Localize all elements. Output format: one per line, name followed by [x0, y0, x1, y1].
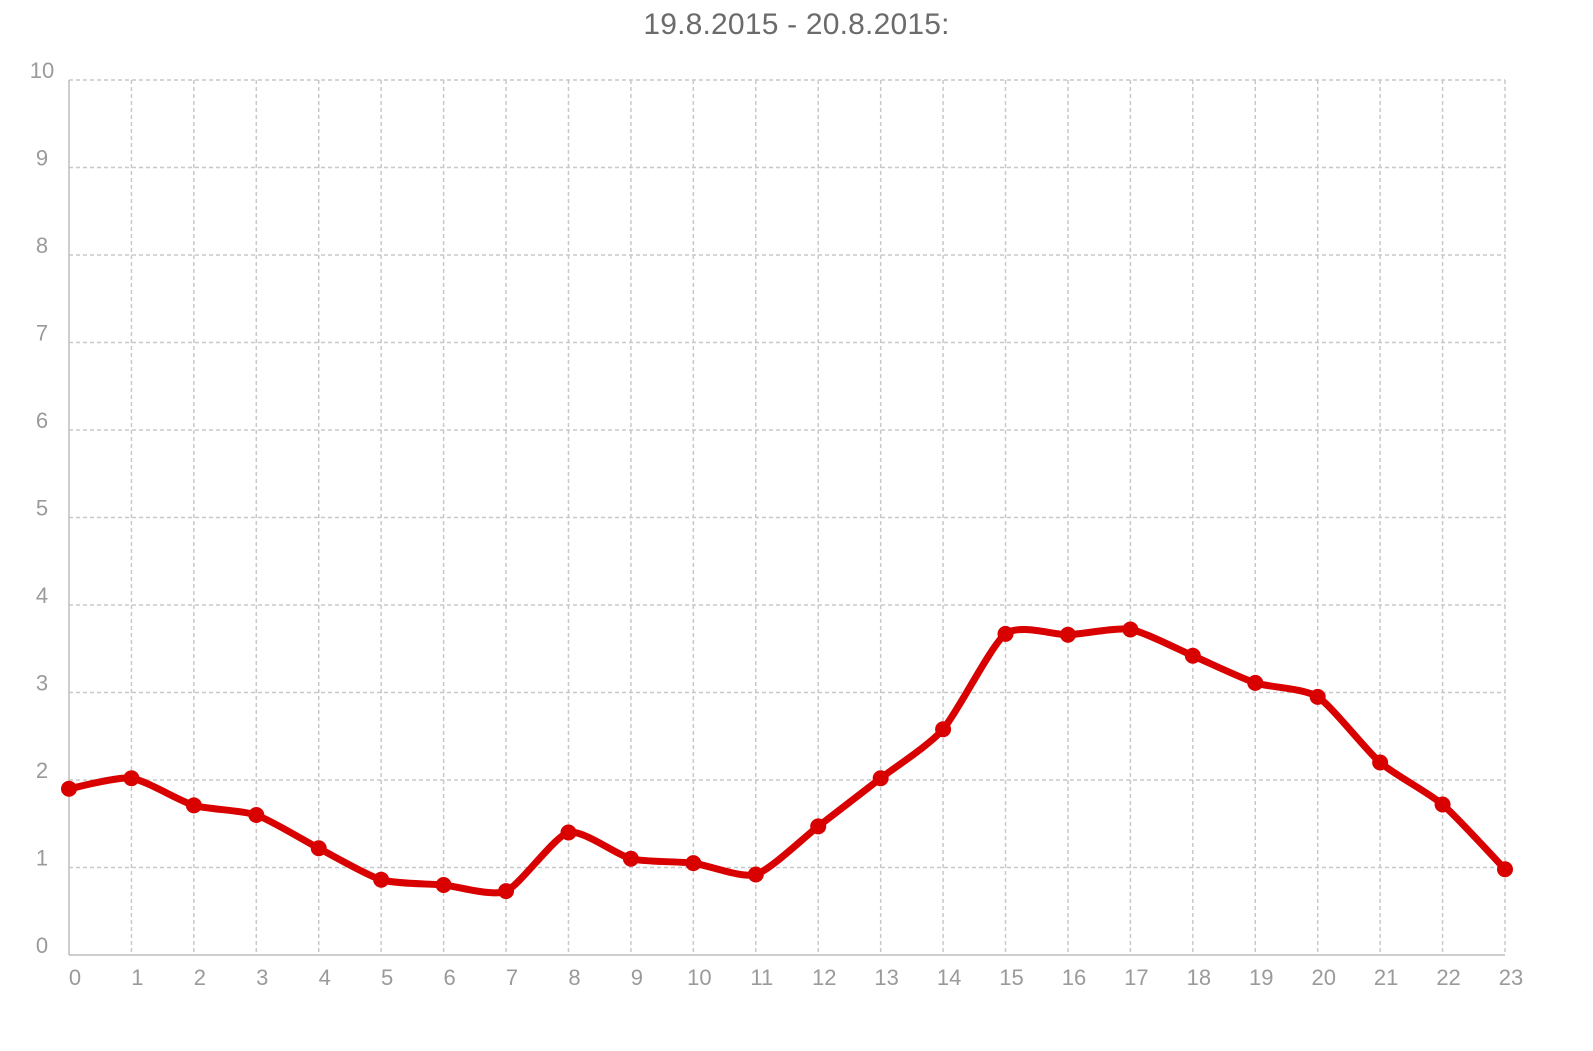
data-point-marker[interactable] [1309, 688, 1326, 705]
data-point-marker[interactable] [685, 855, 702, 872]
y-tick-label: 6 [36, 408, 48, 433]
data-point-marker[interactable] [997, 625, 1014, 642]
y-tick-label: 1 [36, 846, 48, 871]
x-tick-label: 8 [568, 965, 580, 990]
x-tick-label: 2 [194, 965, 206, 990]
x-tick-label: 0 [69, 965, 81, 990]
x-tick-label: 16 [1062, 965, 1086, 990]
data-point-marker[interactable] [185, 797, 202, 814]
data-point-marker[interactable] [810, 818, 827, 835]
data-point-marker[interactable] [498, 883, 515, 900]
data-point-marker[interactable] [1372, 754, 1389, 771]
x-tick-label: 12 [812, 965, 836, 990]
x-tick-label: 1 [131, 965, 143, 990]
x-tick-label: 4 [319, 965, 331, 990]
x-tick-label: 14 [937, 965, 961, 990]
y-tick-label: 9 [36, 146, 48, 171]
chart-title: 19.8.2015 - 20.8.2015: [643, 8, 950, 41]
data-point-marker[interactable] [747, 866, 764, 883]
y-tick-label: 8 [36, 233, 48, 258]
data-point-marker[interactable] [310, 840, 327, 857]
data-point-marker[interactable] [560, 824, 577, 841]
x-tick-label: 15 [999, 965, 1023, 990]
x-tick-label: 13 [874, 965, 898, 990]
data-point-marker[interactable] [61, 780, 77, 797]
data-point-marker[interactable] [123, 770, 140, 787]
y-tick-label: 3 [36, 671, 48, 696]
y-tick-label: 4 [36, 583, 48, 608]
data-point-marker[interactable] [1434, 796, 1451, 813]
data-point-marker[interactable] [935, 721, 952, 738]
x-tick-label: 3 [256, 965, 268, 990]
x-tick-label: 17 [1124, 965, 1148, 990]
x-tick-label: 6 [443, 965, 455, 990]
y-tick-label: 0 [36, 933, 48, 958]
data-point-marker[interactable] [1059, 626, 1076, 643]
y-tick-label: 5 [36, 496, 48, 521]
data-point-marker[interactable] [1122, 621, 1139, 638]
series-layer [65, 625, 1509, 897]
data-point-marker[interactable] [1247, 674, 1264, 691]
y-tick-label: 10 [30, 58, 54, 83]
series-line [65, 625, 1509, 897]
y-tick-label: 7 [36, 321, 48, 346]
x-tick-label: 5 [381, 965, 393, 990]
data-point-marker[interactable] [248, 807, 265, 823]
x-tick-label: 19 [1249, 965, 1273, 990]
x-tick-label: 9 [631, 965, 643, 990]
x-tick-label: 21 [1374, 965, 1398, 990]
data-point-marker[interactable] [1184, 647, 1201, 664]
x-tick-label: 18 [1187, 965, 1211, 990]
data-point-marker[interactable] [373, 871, 390, 888]
data-point-marker[interactable] [622, 850, 639, 867]
x-tick-label: 22 [1436, 965, 1460, 990]
x-tick-label: 10 [687, 965, 711, 990]
data-point-marker[interactable] [435, 877, 452, 893]
x-tick-label: 23 [1499, 965, 1523, 990]
data-point-marker[interactable] [872, 770, 889, 787]
data-point-marker[interactable] [1497, 861, 1513, 878]
grid-layer [68, 79, 1506, 956]
y-tick-label: 2 [36, 758, 48, 783]
x-tick-label: 11 [750, 965, 773, 990]
markers-layer [61, 621, 1513, 900]
x-tick-label: 7 [506, 965, 518, 990]
x-tick-label: 20 [1311, 965, 1335, 990]
